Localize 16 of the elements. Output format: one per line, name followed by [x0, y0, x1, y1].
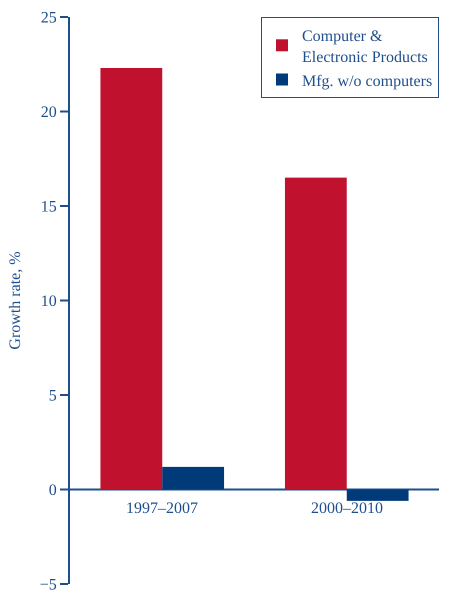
- y-tick-label: 5: [48, 388, 57, 405]
- bar: [162, 466, 224, 490]
- bar: [100, 68, 162, 490]
- y-tick-label: 10: [40, 293, 57, 310]
- y-tick-label: 20: [40, 104, 57, 122]
- legend-label: Computer & Electronic Products: [302, 28, 428, 66]
- bar: [346, 490, 409, 501]
- bar: [284, 178, 347, 490]
- legend-label: Mfg. w/o computers: [302, 72, 432, 90]
- x-tick-label: 1997–2007: [126, 500, 198, 517]
- y-tick-label: 15: [40, 198, 57, 216]
- y-tick-label: −5: [40, 576, 57, 594]
- y-axis-title: Growth rate, %: [7, 251, 24, 350]
- y-tick-label: 0: [48, 482, 57, 500]
- x-tick-label: 2000–2010: [311, 500, 383, 517]
- y-tick-label: 25: [40, 10, 57, 27]
